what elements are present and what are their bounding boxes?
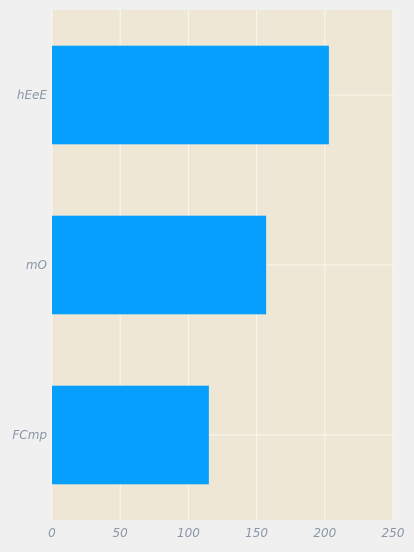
x-tick-label: 150 bbox=[245, 526, 268, 540]
bars bbox=[52, 45, 329, 485]
bar-mO bbox=[52, 215, 267, 315]
x-tick-label: 0 bbox=[48, 526, 56, 540]
bar-hEeE bbox=[52, 45, 329, 145]
y-category-label: mO bbox=[26, 258, 47, 272]
x-tick-label: 50 bbox=[113, 526, 129, 540]
y-axis-labels: hEeE mO FCmp bbox=[12, 88, 47, 442]
y-category-label: FCmp bbox=[12, 428, 47, 442]
x-tick-label: 100 bbox=[177, 526, 200, 540]
bar-FCmp bbox=[52, 385, 209, 485]
x-tick-label: 250 bbox=[382, 526, 405, 540]
x-axis-ticks: 0 50 100 150 200 250 bbox=[48, 526, 405, 540]
x-tick-label: 200 bbox=[313, 526, 336, 540]
y-category-label: hEeE bbox=[17, 88, 48, 102]
